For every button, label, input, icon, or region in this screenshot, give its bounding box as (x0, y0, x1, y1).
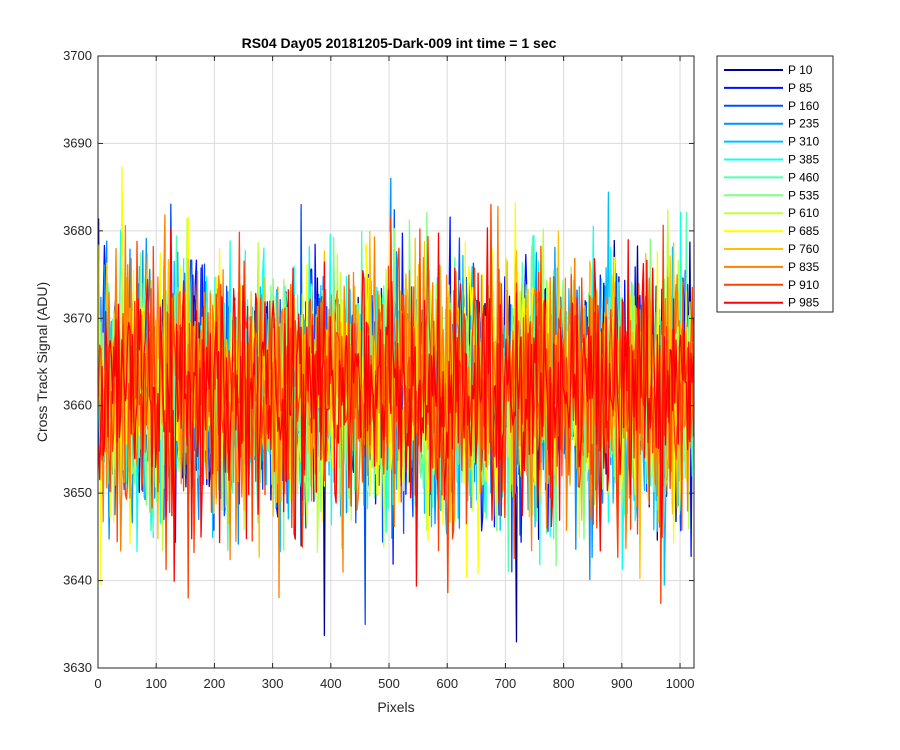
axes-box (97, 55, 695, 669)
chart-title: RS04 Day05 20181205-Dark-009 int time = … (242, 35, 557, 51)
y-tick-label: 3630 (63, 660, 92, 675)
y-tick-label: 3670 (63, 310, 92, 325)
x-tick-label: 400 (320, 676, 342, 691)
legend-label: P 85 (788, 81, 813, 95)
x-axis-label: Pixels (377, 699, 414, 715)
legend-label: P 760 (788, 242, 819, 256)
legend-label: P 160 (788, 99, 819, 113)
y-tick-label: 3640 (63, 573, 92, 588)
x-tick-label: 700 (495, 676, 517, 691)
y-tick-label: 3650 (63, 485, 92, 500)
x-tick-label: 300 (262, 676, 284, 691)
x-tick-label: 800 (553, 676, 575, 691)
legend-label: P 385 (788, 153, 819, 167)
y-tick-label: 3680 (63, 223, 92, 238)
legend: P 10 P 85 P 160 P 235 P 310 P 385 P 460 P 535 P … (716, 55, 834, 313)
legend-label: P 835 (788, 260, 819, 274)
plot-lines (97, 165, 695, 643)
legend-label: P 610 (788, 206, 819, 220)
x-axis-ticks: 0 100 200 300 400 500 600 700 800 900 1000 (94, 56, 694, 691)
legend-label: P 460 (788, 170, 819, 184)
y-axis-ticks: 3630 3640 3650 3660 3670 3680 3690 3700 (63, 48, 694, 675)
legend-label: P 310 (788, 135, 819, 149)
y-tick-label: 3660 (63, 398, 92, 413)
legend-label: P 985 (788, 296, 819, 310)
x-tick-label: 1000 (666, 676, 695, 691)
x-tick-label: 200 (204, 676, 226, 691)
legend-label: P 910 (788, 278, 819, 292)
series-line-p985 (97, 227, 695, 587)
x-tick-label: 0 (94, 676, 101, 691)
x-tick-label: 600 (436, 676, 458, 691)
legend-box (716, 55, 834, 313)
legend-label: P 535 (788, 188, 819, 202)
y-tick-label: 3700 (63, 48, 92, 63)
legend-label: P 235 (788, 117, 819, 131)
x-tick-label: 900 (611, 676, 633, 691)
y-tick-label: 3690 (63, 135, 92, 150)
legend-label: P 10 (788, 63, 813, 77)
y-axis-label: Cross Track Signal (ADU) (34, 282, 50, 442)
x-tick-label: 500 (378, 676, 400, 691)
legend-label: P 685 (788, 224, 819, 238)
x-tick-label: 100 (145, 676, 167, 691)
